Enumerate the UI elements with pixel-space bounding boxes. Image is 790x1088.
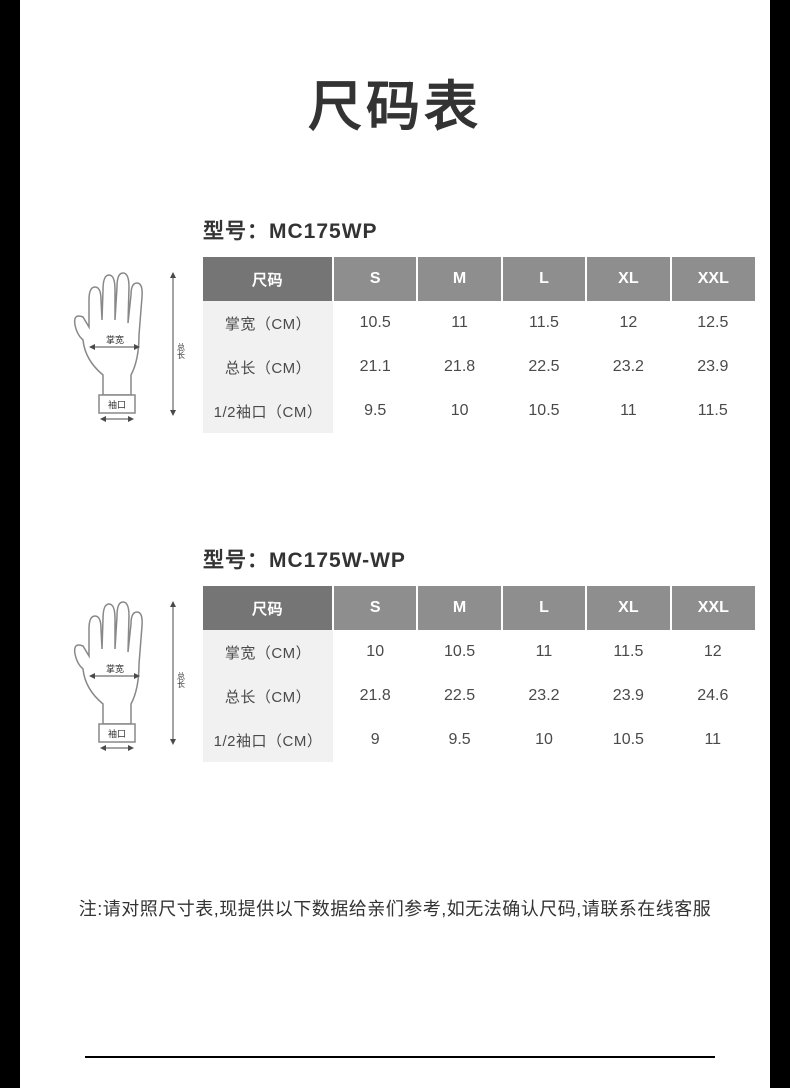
table-row: 掌宽（CM） 10 10.5 11 11.5 12: [203, 630, 755, 674]
cell: 23.2: [502, 674, 586, 718]
cell: 10: [417, 389, 501, 433]
table-row: 1/2袖口（CM） 9 9.5 10 10.5 11: [203, 718, 755, 762]
table-header-row: 尺码 S M L XL XXL: [203, 586, 755, 630]
row-label: 掌宽（CM）: [203, 630, 333, 674]
page-title: 尺码表: [20, 0, 770, 141]
col-header: 尺码: [203, 257, 333, 301]
col-header: S: [333, 586, 417, 630]
cell: 22.5: [417, 674, 501, 718]
row-label: 总长（CM）: [203, 345, 333, 389]
col-header: L: [502, 257, 586, 301]
size-section-1: 型号：MC175WP 掌宽: [65, 215, 755, 435]
cuff-label: 袖口: [108, 728, 126, 739]
col-header: XL: [586, 586, 670, 630]
row-label: 1/2袖口（CM）: [203, 718, 333, 762]
cell: 11.5: [586, 630, 670, 674]
size-section-2: 型号：MC175W-WP 掌宽 总长 袖口 尺码 S: [65, 544, 755, 764]
col-header: 尺码: [203, 586, 333, 630]
palm-width-label: 掌宽: [106, 334, 124, 345]
cell: 21.8: [417, 345, 501, 389]
cell: 10: [333, 630, 417, 674]
cell: 11: [671, 718, 755, 762]
divider-line: [85, 1056, 715, 1058]
cell: 10.5: [586, 718, 670, 762]
cuff-label: 袖口: [108, 399, 126, 410]
cell: 10.5: [333, 301, 417, 345]
hand-diagram-icon: 掌宽 总长 袖口: [65, 265, 185, 435]
col-header: S: [333, 257, 417, 301]
row-label: 掌宽（CM）: [203, 301, 333, 345]
footnote: 注:请对照尺寸表,现提供以下数据给亲们参考,如无法确认尺码,请联系在线客服: [20, 895, 770, 921]
size-table-2: 尺码 S M L XL XXL 掌宽（CM） 10 10.5: [203, 586, 755, 762]
col-header: XXL: [671, 586, 755, 630]
cell: 23.2: [586, 345, 670, 389]
total-length-label: 总长: [177, 671, 186, 689]
hand-diagram-icon: 掌宽 总长 袖口: [65, 594, 185, 764]
cell: 12: [671, 630, 755, 674]
cell: 21.8: [333, 674, 417, 718]
cell: 11: [586, 389, 670, 433]
col-header: L: [502, 586, 586, 630]
model-label-2: 型号：MC175W-WP: [203, 544, 755, 574]
cell: 12: [586, 301, 670, 345]
cell: 23.9: [671, 345, 755, 389]
cell: 9: [333, 718, 417, 762]
table-row: 总长（CM） 21.8 22.5 23.2 23.9 24.6: [203, 674, 755, 718]
cell: 22.5: [502, 345, 586, 389]
page: 尺码表 型号：MC175WP 掌宽: [20, 0, 770, 1088]
cell: 10: [502, 718, 586, 762]
cell: 21.1: [333, 345, 417, 389]
table-row: 1/2袖口（CM） 9.5 10 10.5 11 11.5: [203, 389, 755, 433]
table-header-row: 尺码 S M L XL XXL: [203, 257, 755, 301]
row-label: 1/2袖口（CM）: [203, 389, 333, 433]
cell: 23.9: [586, 674, 670, 718]
cell: 11.5: [671, 389, 755, 433]
col-header: M: [417, 257, 501, 301]
cell: 10.5: [417, 630, 501, 674]
total-length-label: 总长: [177, 342, 186, 360]
model-label-1: 型号：MC175WP: [203, 215, 755, 245]
cell: 10.5: [502, 389, 586, 433]
table-row: 掌宽（CM） 10.5 11 11.5 12 12.5: [203, 301, 755, 345]
cell: 11: [502, 630, 586, 674]
cell: 11.5: [502, 301, 586, 345]
palm-width-label: 掌宽: [106, 663, 124, 674]
row-label: 总长（CM）: [203, 674, 333, 718]
col-header: XL: [586, 257, 670, 301]
cell: 9.5: [333, 389, 417, 433]
cell: 11: [417, 301, 501, 345]
cell: 12.5: [671, 301, 755, 345]
col-header: XXL: [671, 257, 755, 301]
cell: 24.6: [671, 674, 755, 718]
size-table-1: 尺码 S M L XL XXL 掌宽（CM） 10.5 11: [203, 257, 755, 433]
cell: 9.5: [417, 718, 501, 762]
table-row: 总长（CM） 21.1 21.8 22.5 23.2 23.9: [203, 345, 755, 389]
col-header: M: [417, 586, 501, 630]
